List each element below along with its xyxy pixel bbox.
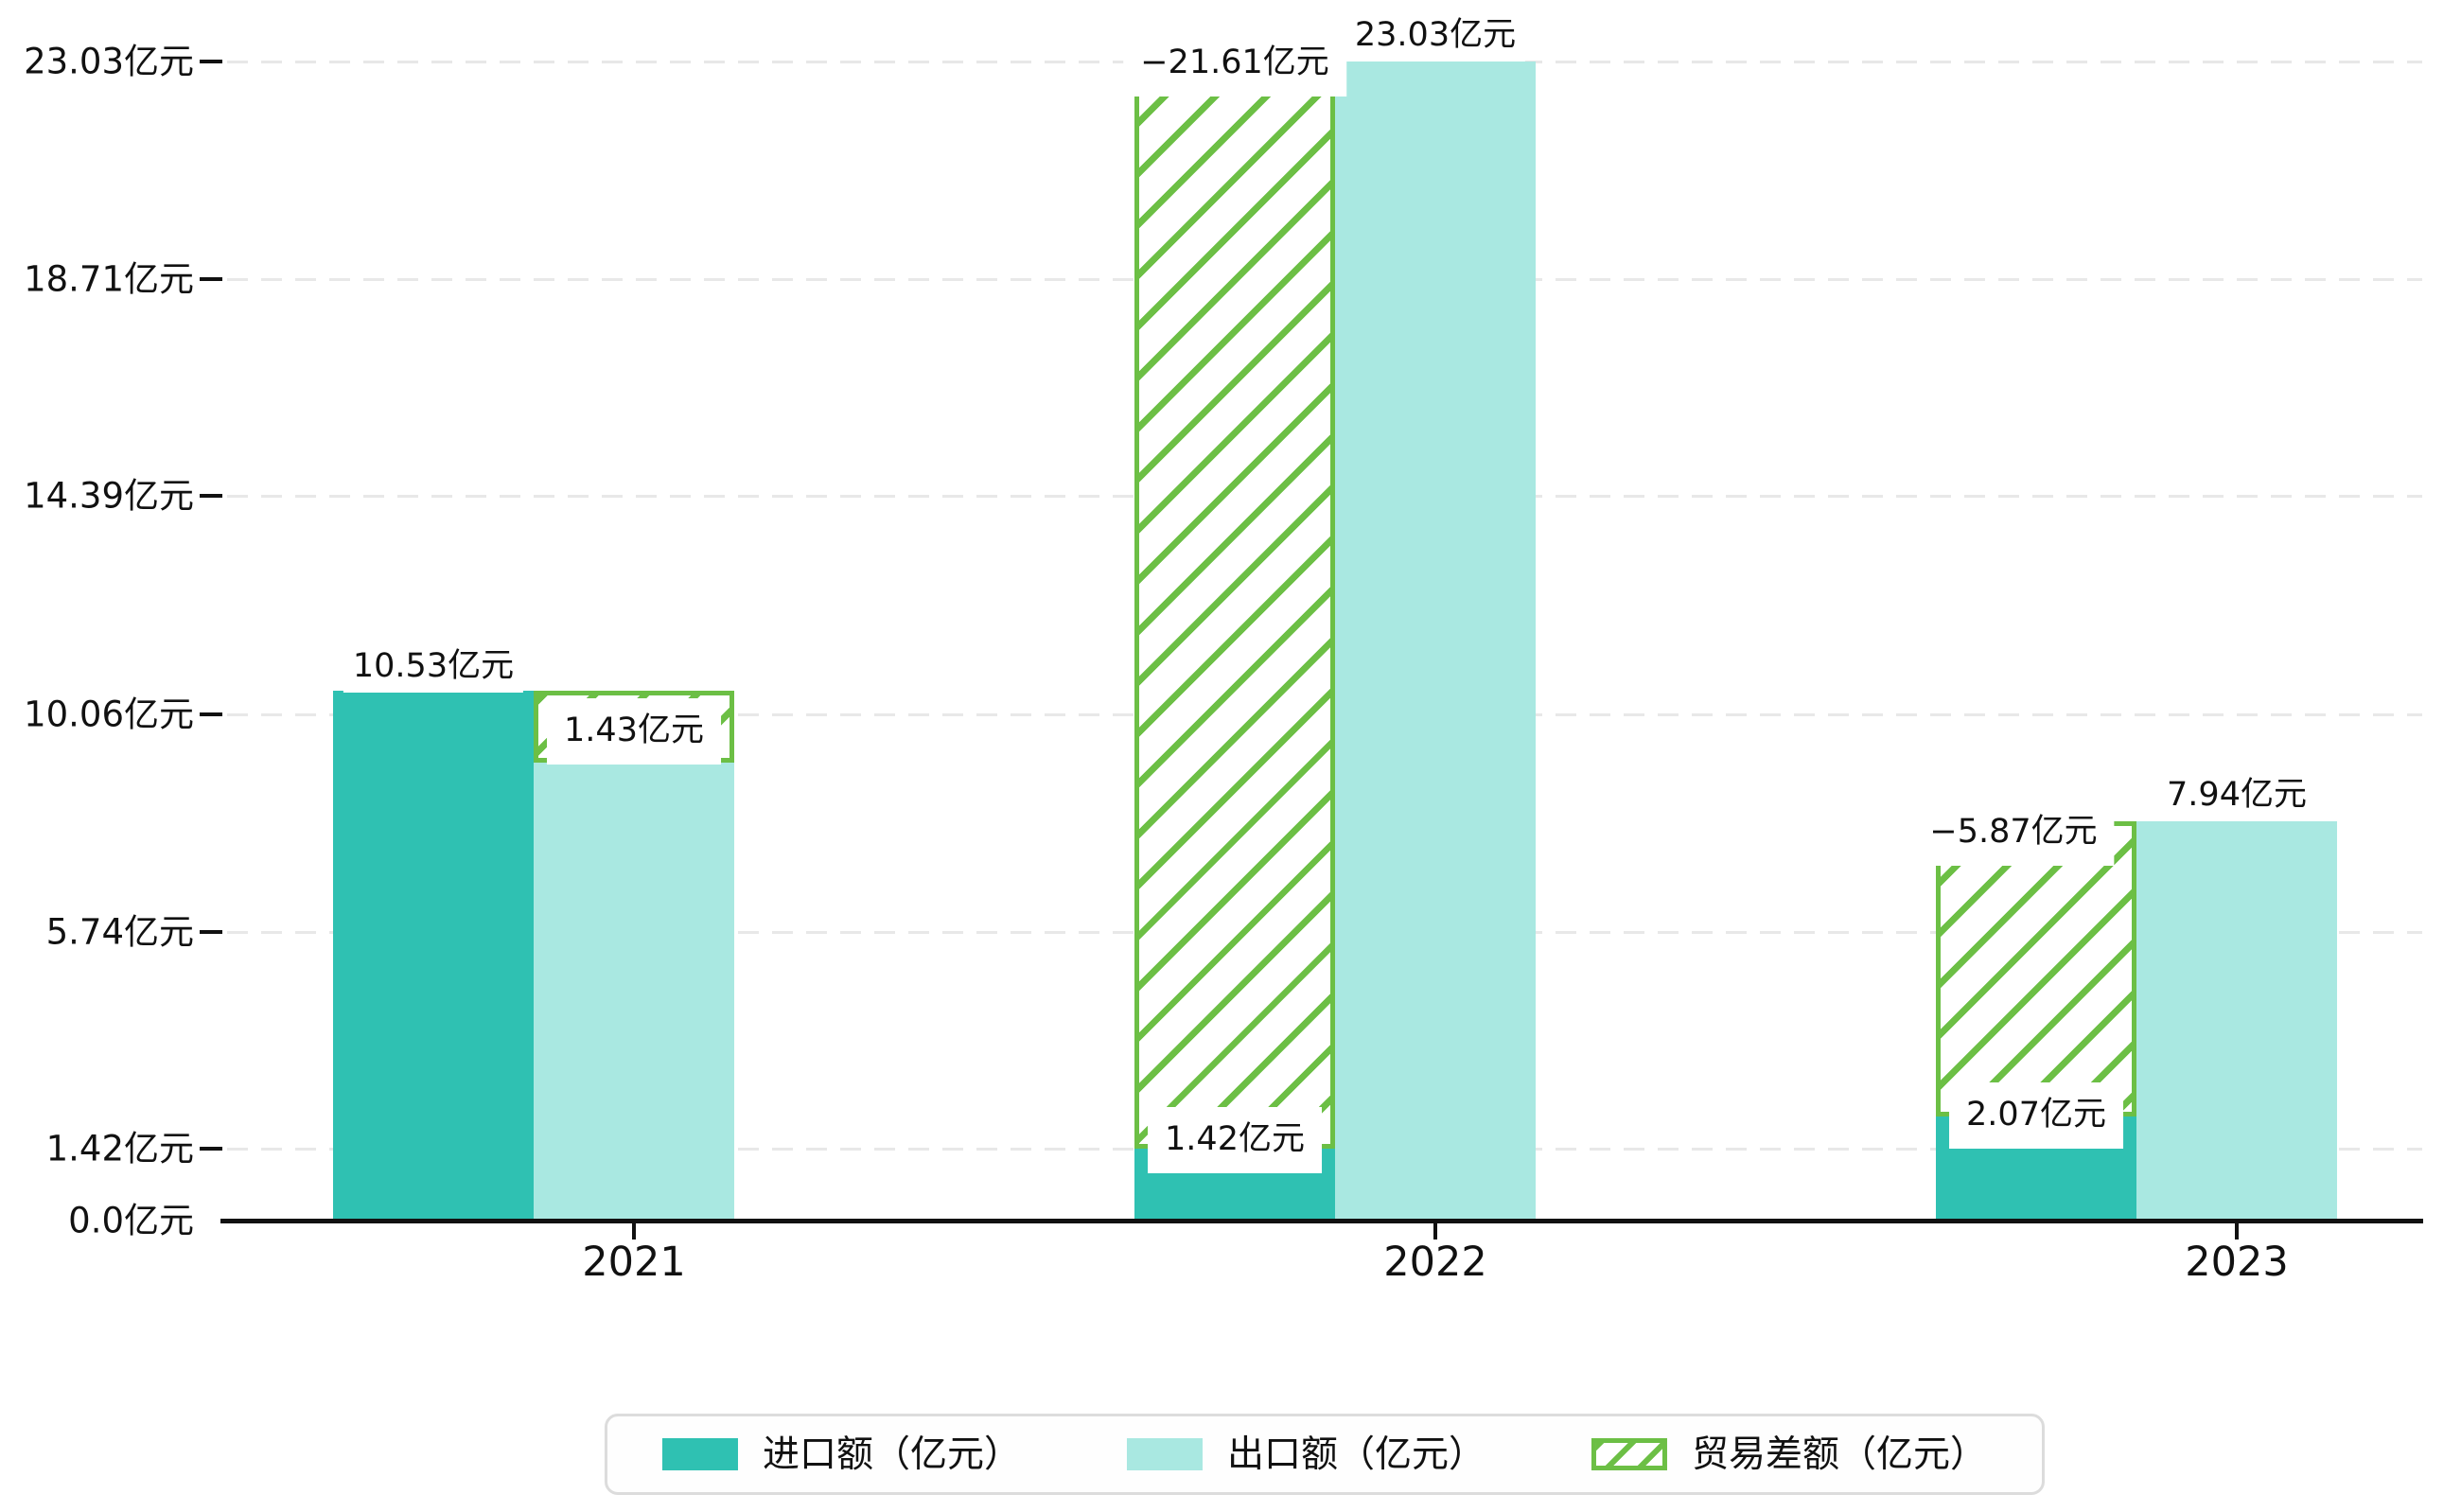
import-bar: [333, 691, 534, 1221]
import-swatch-icon: [661, 1438, 738, 1470]
export-bar-label: 23.03亿元: [1345, 10, 1526, 62]
y-tick-label: 10.06亿元: [24, 694, 194, 735]
x-tick-label: 2022: [1383, 1239, 1487, 1286]
y-tick-label: 5.74亿元: [45, 911, 194, 953]
export-swatch-icon: [1126, 1438, 1203, 1470]
y-tick-label: 14.39亿元: [24, 475, 194, 517]
legend: 进口额（亿元） 出口额（亿元） 贸易差额（亿元）: [604, 1414, 2046, 1495]
legend-label-export: 出口额（亿元）: [1226, 1433, 1486, 1476]
y-tick-mark: [200, 494, 222, 498]
y-tick-label: 0.0亿元: [68, 1200, 194, 1241]
y-tick-label: 1.42亿元: [45, 1128, 194, 1169]
legend-label-balance: 贸易差额（亿元）: [1692, 1433, 1988, 1476]
x-tick-mark: [2235, 1223, 2239, 1239]
trade-balance-bar-label: −21.61亿元: [1123, 30, 1346, 97]
trade-balance-bar: [1936, 821, 2136, 1116]
import-bar-label: 1.42亿元: [1148, 1107, 1322, 1173]
balance-hatch-swatch-icon: [1591, 1438, 1668, 1470]
export-bar-label: 7.94亿元: [2157, 770, 2316, 821]
import-bar-label: 2.07亿元: [1949, 1082, 2123, 1149]
y-tick-mark: [200, 712, 222, 716]
y-tick-mark: [200, 930, 222, 934]
export-bar: [534, 763, 734, 1221]
y-tick-mark: [200, 60, 222, 63]
x-axis-line: [220, 1219, 2423, 1223]
import-bar-label: 10.53亿元: [343, 642, 524, 693]
x-tick-label: 2023: [2185, 1239, 2289, 1286]
legend-label-import: 进口额（亿元）: [762, 1433, 1021, 1476]
legend-item-export: 出口额（亿元）: [1126, 1433, 1486, 1476]
legend-item-import: 进口额（亿元）: [661, 1433, 1021, 1476]
y-tick-mark: [200, 277, 222, 281]
x-tick-label: 2021: [582, 1239, 686, 1286]
y-tick-mark: [200, 1147, 222, 1151]
trade-balance-bar-label: −5.87亿元: [1912, 800, 2115, 866]
trade-balance-bar-label: 1.43亿元: [547, 698, 721, 765]
y-tick-label: 23.03亿元: [24, 41, 194, 82]
export-bar: [2136, 821, 2337, 1221]
legend-item-balance: 贸易差额（亿元）: [1591, 1436, 1987, 1473]
x-tick-mark: [632, 1223, 636, 1239]
y-tick-label: 18.71亿元: [24, 258, 194, 300]
x-tick-mark: [1433, 1223, 1437, 1239]
export-bar: [1335, 62, 1536, 1221]
trade-balance-bar: [1134, 62, 1335, 1149]
